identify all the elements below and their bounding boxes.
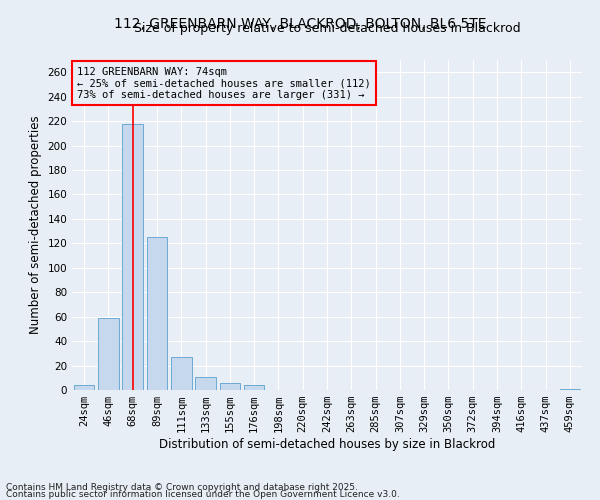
Y-axis label: Number of semi-detached properties: Number of semi-detached properties: [29, 116, 42, 334]
Bar: [98, 318, 119, 390]
Bar: [146, 237, 167, 390]
Text: Contains public sector information licensed under the Open Government Licence v3: Contains public sector information licen…: [6, 490, 400, 499]
Text: Contains HM Land Registry data © Crown copyright and database right 2025.: Contains HM Land Registry data © Crown c…: [6, 484, 358, 492]
Bar: [122, 124, 143, 390]
Bar: [244, 385, 265, 390]
Bar: [171, 357, 191, 390]
Text: 112, GREENBARN WAY, BLACKROD, BOLTON, BL6 5TE: 112, GREENBARN WAY, BLACKROD, BOLTON, BL…: [114, 18, 486, 32]
X-axis label: Distribution of semi-detached houses by size in Blackrod: Distribution of semi-detached houses by …: [159, 438, 495, 451]
Bar: [220, 382, 240, 390]
Title: Size of property relative to semi-detached houses in Blackrod: Size of property relative to semi-detach…: [134, 22, 520, 35]
Text: 112 GREENBARN WAY: 74sqm
← 25% of semi-detached houses are smaller (112)
73% of : 112 GREENBARN WAY: 74sqm ← 25% of semi-d…: [77, 66, 371, 100]
Bar: [195, 376, 216, 390]
Bar: [74, 385, 94, 390]
Bar: [560, 389, 580, 390]
